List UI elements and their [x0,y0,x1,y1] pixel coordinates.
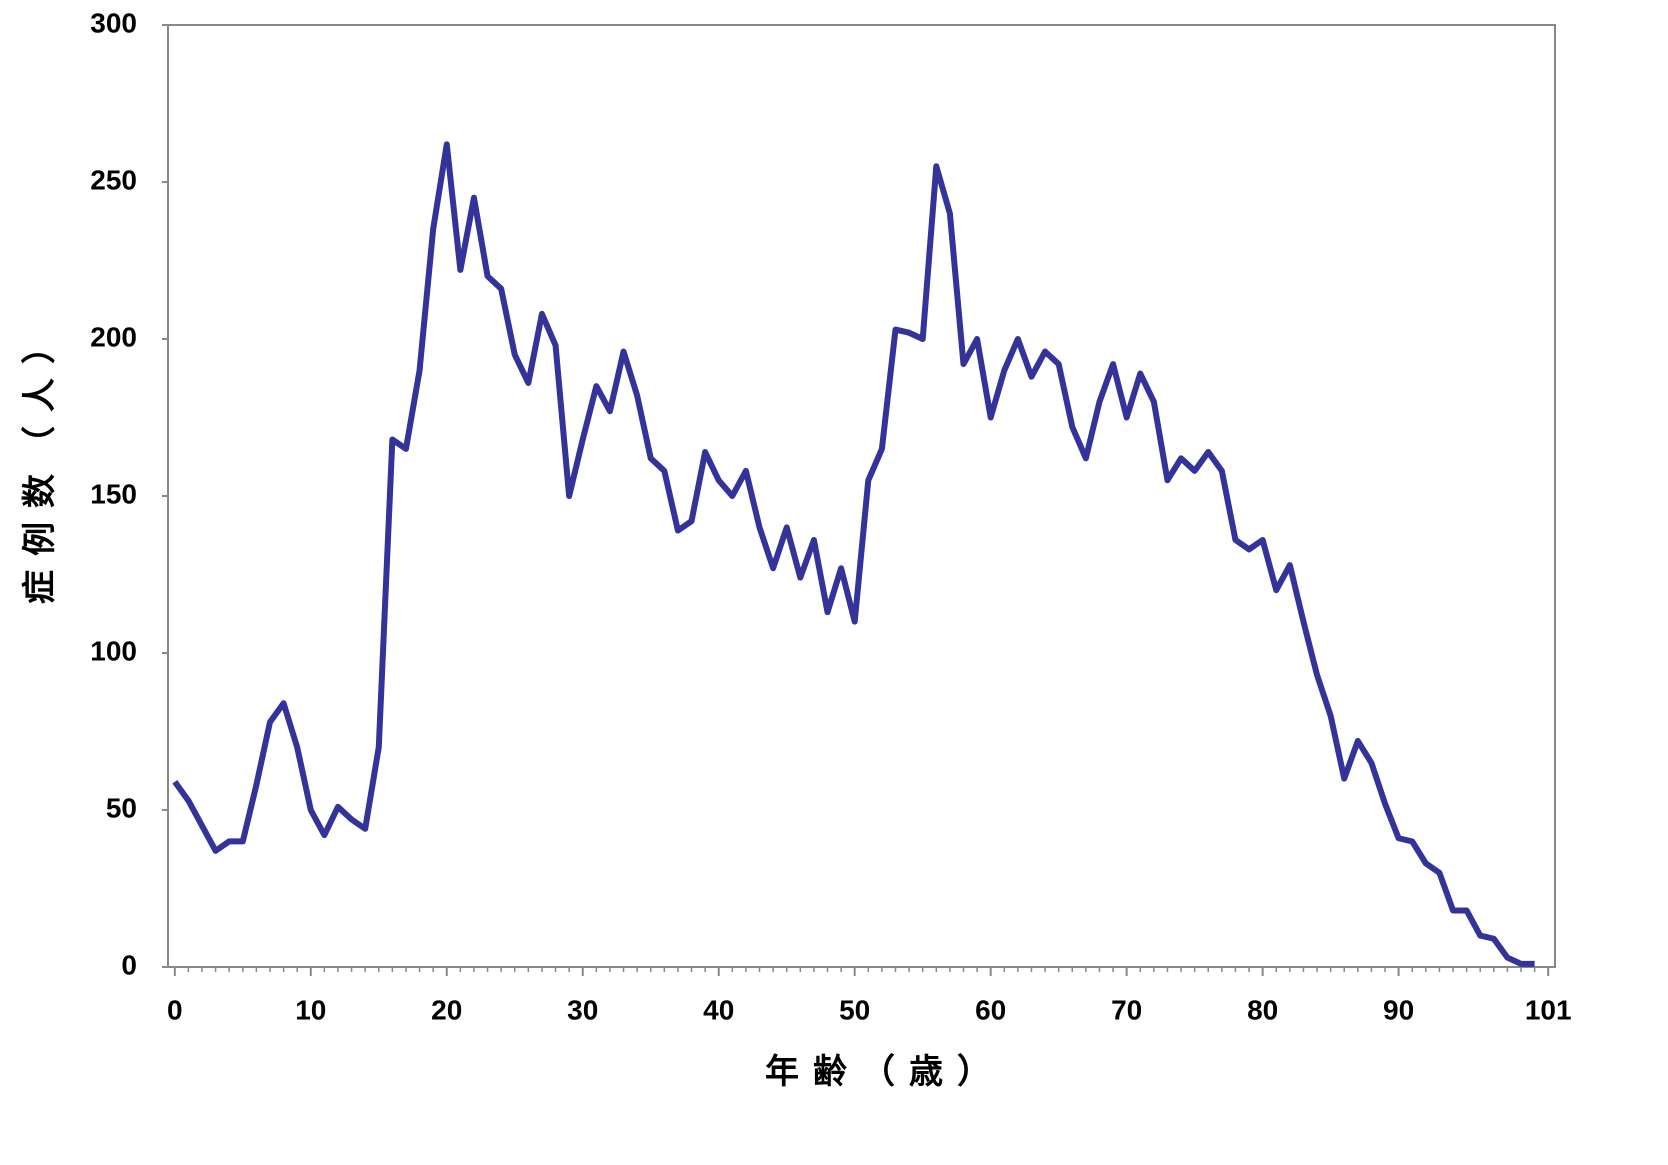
plot-frame [167,24,1556,968]
y-tick-label: 150 [90,478,137,509]
y-tick-label: 250 [90,164,137,195]
x-tick-label: 30 [567,994,598,1025]
y-tick-label: 200 [90,321,137,352]
x-axis-title: 年齢（歳） [765,1052,1005,1091]
x-tick-label: 90 [1383,994,1414,1025]
y-tick-label: 0 [121,949,137,980]
data-line [172,141,1535,967]
x-tick-label: 50 [839,994,870,1025]
x-tick-label: 70 [1111,994,1142,1025]
x-tick-label: 0 [167,994,183,1025]
x-tick-label: 10 [295,994,326,1025]
x-tick-label: 20 [431,994,462,1025]
y-axis-title: 症例数（人） [20,316,59,604]
y-tick-label: 300 [90,7,137,38]
x-tick-label: 101 [1525,994,1572,1025]
x-tick-label: 40 [703,994,734,1025]
y-tick-label: 50 [106,792,137,823]
x-tick-label: 80 [1247,994,1278,1025]
y-tick-label: 100 [90,635,137,666]
x-tick-label: 60 [975,994,1006,1025]
